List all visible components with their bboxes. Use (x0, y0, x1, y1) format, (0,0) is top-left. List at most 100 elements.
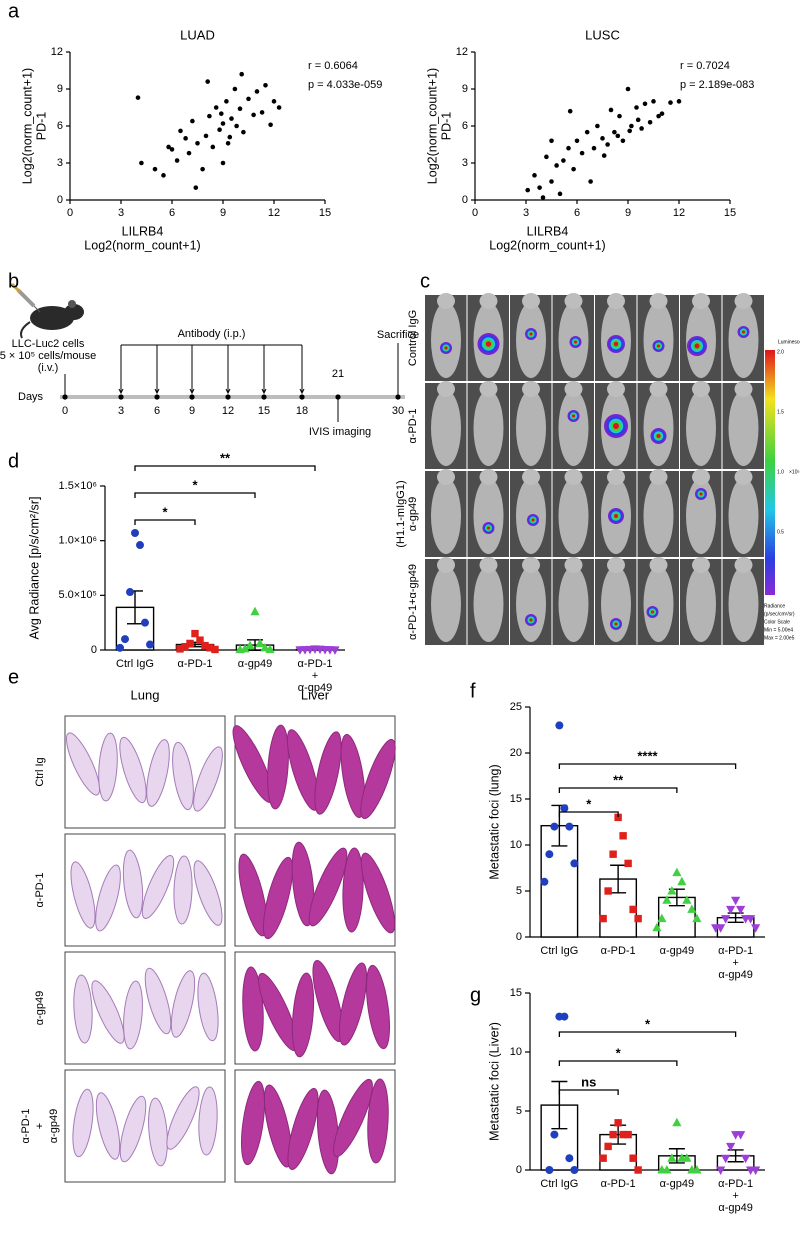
data-point (545, 1166, 554, 1174)
data-point (181, 643, 189, 651)
lung-section (166, 1086, 200, 1150)
point (676, 99, 682, 104)
data-point (555, 721, 564, 730)
mouse-head (437, 557, 455, 573)
day-label: 9 (189, 405, 195, 417)
point (178, 128, 183, 134)
x-tick-label: α-PD-1 (601, 945, 636, 957)
data-point (545, 850, 554, 859)
imaging-row-label: α-gp49 (407, 497, 419, 532)
data-point (614, 1119, 622, 1127)
lung-section (91, 980, 125, 1044)
antibody-arrow (225, 345, 231, 395)
luminescence-spot (531, 518, 535, 522)
mouse (686, 478, 716, 554)
x-tick-label: α-gp49 (718, 969, 753, 981)
significance-bracket (558, 1031, 737, 1037)
point (627, 128, 632, 134)
luminescence-spot (699, 492, 703, 496)
y-tick-label: 0 (462, 194, 468, 206)
point (237, 106, 243, 112)
y-tick-label: 10 (510, 1046, 522, 1058)
mouse (473, 478, 504, 554)
colorbar-note: Min = 5.00e4 (764, 627, 793, 633)
data-point (235, 644, 245, 654)
data-point (609, 850, 617, 858)
point (217, 127, 222, 132)
x-tick-label: 0 (472, 207, 478, 219)
luminescence-spot (487, 526, 490, 530)
liver-section (241, 1080, 265, 1166)
data-point (736, 905, 746, 915)
data-point (330, 646, 340, 655)
point (554, 163, 559, 168)
data-point (599, 1154, 607, 1162)
x-tick-label: + (732, 957, 738, 969)
point (213, 105, 219, 110)
luminescence-spot (444, 346, 448, 350)
y-tick-label: 0 (516, 1164, 522, 1176)
point (186, 150, 192, 156)
data-point (682, 895, 692, 904)
x-tick-label: α-PD-1 (297, 658, 332, 670)
point (544, 154, 549, 160)
luminescence-spot (613, 341, 619, 347)
mouse (686, 566, 716, 642)
day-label: 21 (332, 368, 344, 380)
liver-section (338, 962, 368, 1046)
point (579, 150, 585, 156)
data-point (206, 644, 214, 652)
panel-label: c (420, 270, 430, 292)
point (549, 179, 554, 184)
data-point (726, 905, 736, 915)
timeline-bar (60, 395, 405, 399)
mouse-head (692, 381, 710, 397)
day-dot (154, 394, 160, 400)
mouse-head (649, 381, 668, 397)
luminescence-spot (694, 343, 700, 349)
data-point (570, 1166, 579, 1174)
lung-section (95, 1092, 121, 1160)
significance-bracket (134, 465, 316, 471)
luminescence-spot (574, 340, 577, 344)
point (224, 99, 229, 104)
annotation: p = 2.189e-083 (680, 79, 754, 91)
y-tick-label: 12 (456, 46, 468, 58)
mouse (686, 390, 716, 466)
point (617, 113, 622, 119)
mouse (728, 566, 759, 642)
x-axis-label: LILRB4 (122, 224, 164, 238)
point (174, 158, 180, 163)
x-tick-label: α-gp49 (660, 945, 695, 957)
lung-section (173, 855, 193, 925)
x-tick-label: α-gp49 (718, 1202, 753, 1214)
data-point (116, 643, 124, 652)
annotation: p = 4.033e-059 (308, 79, 382, 91)
data-point (721, 1154, 731, 1164)
point (588, 179, 593, 184)
data-point (629, 905, 637, 914)
colorbar-note: (p/sec/cm²/sr) (764, 611, 795, 617)
data-point (634, 914, 642, 923)
luminescence-spot (485, 341, 492, 347)
mouse-head (607, 293, 625, 309)
point (634, 105, 639, 110)
mouse-head (479, 557, 498, 573)
x-tick-label: α-gp49 (660, 1178, 695, 1190)
imaging-row-label: Control IgG (407, 310, 419, 366)
point (651, 99, 656, 104)
mouse-head (437, 469, 455, 485)
point (608, 107, 614, 113)
histology-row-label: α-gp49 (34, 991, 46, 1026)
mouse-head (734, 557, 753, 573)
significance-bracket (558, 787, 678, 793)
day-label: 6 (154, 405, 160, 417)
point (600, 136, 605, 141)
data-point (692, 913, 702, 923)
y-tick-label: 15 (510, 793, 522, 805)
luminescence-spot (657, 344, 660, 348)
x-tick-label: + (312, 670, 318, 682)
days-label: Days (18, 391, 44, 403)
liver-section (314, 731, 342, 815)
